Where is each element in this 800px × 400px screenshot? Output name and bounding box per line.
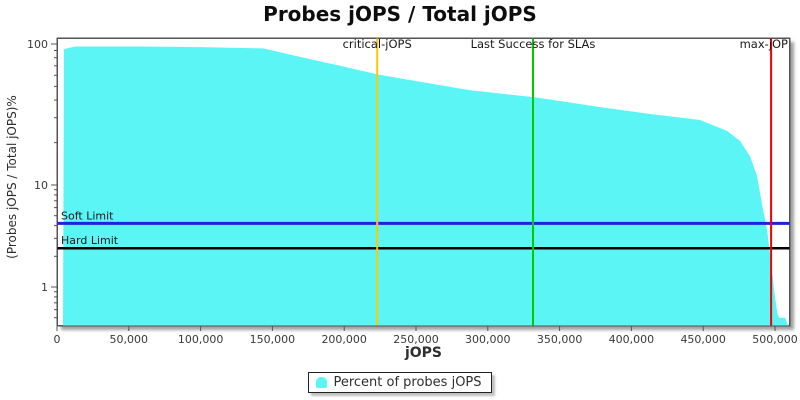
legend-box: Percent of probes jOPS (308, 372, 492, 393)
plot-border (56, 37, 791, 327)
x-tick-label: 350,000 (537, 333, 583, 346)
hard-limit-label: Hard Limit (61, 234, 119, 247)
legend: Percent of probes jOPS (0, 372, 800, 393)
x-tick-label: 100,000 (178, 333, 224, 346)
x-tick-label: 300,000 (465, 333, 511, 346)
y-tick-label: 10 (34, 179, 48, 192)
chart-canvas: Soft Limit Hard Limit critical-jOPS Last Su… (27, 37, 798, 346)
x-tick-label: 0 (54, 333, 61, 346)
chart-title: Probes jOPS / Total jOPS (263, 2, 537, 26)
last-success-slas-label: Last Success for SLAs (471, 37, 596, 51)
critical-jops-label: critical-jOPS (343, 37, 412, 51)
legend-series-label: Percent of probes jOPS (333, 375, 482, 390)
x-tick-label: 150,000 (250, 333, 296, 346)
x-tick-label: 500,000 (752, 333, 798, 346)
x-tick-label: 200,000 (321, 333, 367, 346)
legend-series-swatch-icon (316, 377, 328, 388)
y-tick-label: 100 (27, 38, 48, 51)
soft-limit-label: Soft Limit (61, 209, 114, 222)
y-tick-label: 1 (41, 281, 48, 294)
x-tick-label: 450,000 (680, 333, 726, 346)
x-tick-label: 400,000 (609, 333, 655, 346)
x-axis-label: jOPS (404, 345, 443, 361)
series-area-percent-of-probes-jops (63, 46, 790, 326)
x-tick-label: 250,000 (393, 333, 439, 346)
x-tick-label: 50,000 (110, 333, 149, 346)
max-jops-label: max-jOP (740, 37, 788, 51)
